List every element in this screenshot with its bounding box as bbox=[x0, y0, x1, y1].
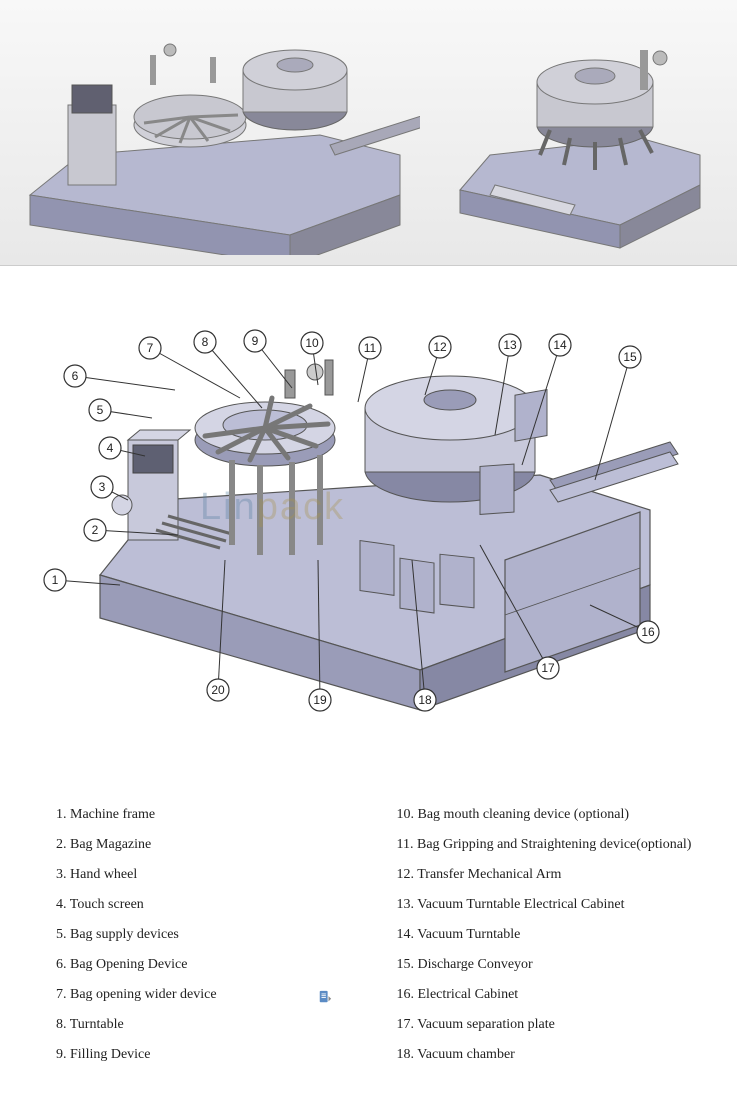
legend-item-9: 9. Filling Device bbox=[56, 1040, 397, 1070]
callout-number-14: 14 bbox=[553, 338, 567, 352]
callout-number-1: 1 bbox=[52, 573, 59, 587]
legend-item-7: 7. Bag opening wider device bbox=[56, 980, 397, 1010]
legend-right-column: 10. Bag mouth cleaning device (optional)… bbox=[397, 800, 737, 1070]
machine-body bbox=[100, 360, 678, 710]
legend-item-15: 15. Discharge Conveyor bbox=[397, 950, 737, 980]
legend-item-18: 18. Vacuum chamber bbox=[397, 1040, 737, 1070]
callout-number-12: 12 bbox=[433, 340, 447, 354]
callout-number-19: 19 bbox=[313, 693, 327, 707]
legend-item-8: 8. Turntable bbox=[56, 1010, 397, 1040]
callout-number-4: 4 bbox=[107, 441, 114, 455]
legend-item-12: 12. Transfer Mechanical Arm bbox=[397, 860, 737, 890]
callout-number-8: 8 bbox=[202, 335, 209, 349]
callout-number-15: 15 bbox=[623, 350, 637, 364]
callout-number-11: 11 bbox=[364, 341, 377, 355]
legend-item-6: 6. Bag Opening Device bbox=[56, 950, 397, 980]
callout-number-13: 13 bbox=[503, 338, 517, 352]
callout-number-16: 16 bbox=[641, 625, 655, 639]
legend-item-11: 11. Bag Gripping and Straightening devic… bbox=[397, 830, 737, 860]
legend-item-17: 17. Vacuum separation plate bbox=[397, 1010, 737, 1040]
callout-number-18: 18 bbox=[418, 693, 432, 707]
callout-number-3: 3 bbox=[99, 480, 106, 494]
rendered-machines-panel bbox=[0, 0, 737, 266]
machine-render-right bbox=[440, 30, 720, 250]
legend-item-2: 2. Bag Magazine bbox=[56, 830, 397, 860]
legend-item-3: 3. Hand wheel bbox=[56, 860, 397, 890]
legend-left-column: 1. Machine frame2. Bag Magazine3. Hand w… bbox=[0, 800, 397, 1070]
legend-item-4: 4. Touch screen bbox=[56, 890, 397, 920]
callout-number-20: 20 bbox=[211, 683, 225, 697]
callout-number-7: 7 bbox=[147, 341, 154, 355]
document-icon bbox=[318, 990, 332, 1004]
legend-item-16: 16. Electrical Cabinet bbox=[397, 980, 737, 1010]
machine-render-left bbox=[20, 15, 420, 255]
legend: 1. Machine frame2. Bag Magazine3. Hand w… bbox=[0, 800, 737, 1070]
callout-number-2: 2 bbox=[92, 523, 99, 537]
labeled-diagram: 1234567891011121314151617181920 Linpack bbox=[0, 266, 737, 766]
legend-item-14: 14. Vacuum Turntable bbox=[397, 920, 737, 950]
callout-number-9: 9 bbox=[252, 334, 259, 348]
legend-item-10: 10. Bag mouth cleaning device (optional) bbox=[397, 800, 737, 830]
callout-number-5: 5 bbox=[97, 403, 104, 417]
legend-item-5: 5. Bag supply devices bbox=[56, 920, 397, 950]
callout-number-6: 6 bbox=[72, 369, 79, 383]
legend-item-13: 13. Vacuum Turntable Electrical Cabinet bbox=[397, 890, 737, 920]
legend-item-1: 1. Machine frame bbox=[56, 800, 397, 830]
callout-number-10: 10 bbox=[305, 336, 319, 350]
callout-number-17: 17 bbox=[541, 661, 555, 675]
